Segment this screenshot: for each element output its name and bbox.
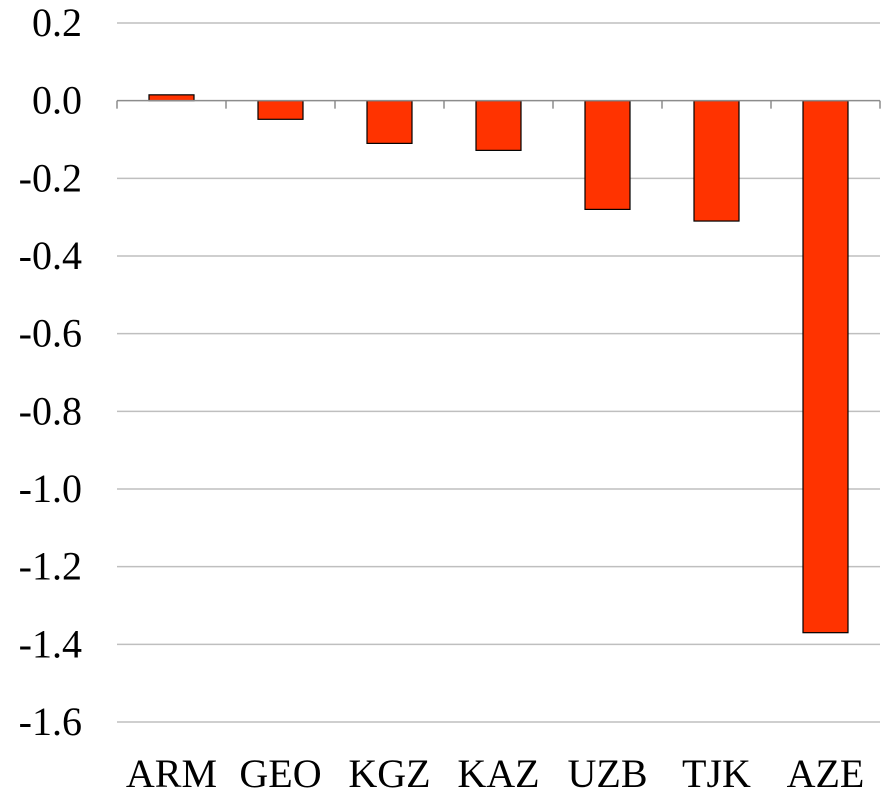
bar-tjk: [693, 100, 740, 222]
bar-kaz: [475, 100, 522, 151]
bar-geo: [257, 100, 304, 120]
y-tick-label: -0.2: [19, 155, 82, 200]
x-category-label: UZB: [568, 751, 648, 795]
y-tick-label: 0.2: [32, 0, 82, 45]
x-category-label: GEO: [239, 751, 321, 795]
x-category-label: AZE: [787, 751, 865, 795]
y-axis-tick-labels: 0.2 0.0 -0.2 -0.4 -0.6 -0.8 -1.0 -1.2 -1.4 -1.6: [19, 0, 82, 744]
y-tick-label: -1.4: [19, 621, 82, 666]
y-tick-label: -1.6: [19, 699, 82, 744]
y-tick-label: 0.0: [32, 78, 82, 123]
x-category-label: ARM: [126, 751, 217, 795]
x-axis-category-labels: ARM GEO KGZ KAZ UZB TJK AZE: [126, 751, 864, 795]
bar-aze: [802, 100, 849, 634]
bars: [148, 94, 849, 634]
grid-lines: [117, 22, 880, 723]
bar-uzb: [584, 100, 631, 210]
bar-arm: [148, 94, 195, 102]
x-category-label: KGZ: [348, 751, 430, 795]
y-tick-label: -1.2: [19, 544, 82, 589]
y-tick-label: -1.0: [19, 466, 82, 511]
y-tick-label: -0.4: [19, 233, 82, 278]
x-category-label: TJK: [682, 751, 751, 795]
y-tick-label: -0.6: [19, 311, 82, 356]
x-category-label: KAZ: [457, 751, 539, 795]
y-tick-label: -0.8: [19, 388, 82, 433]
bar-kgz: [366, 100, 413, 144]
x-axis: [116, 99, 881, 109]
